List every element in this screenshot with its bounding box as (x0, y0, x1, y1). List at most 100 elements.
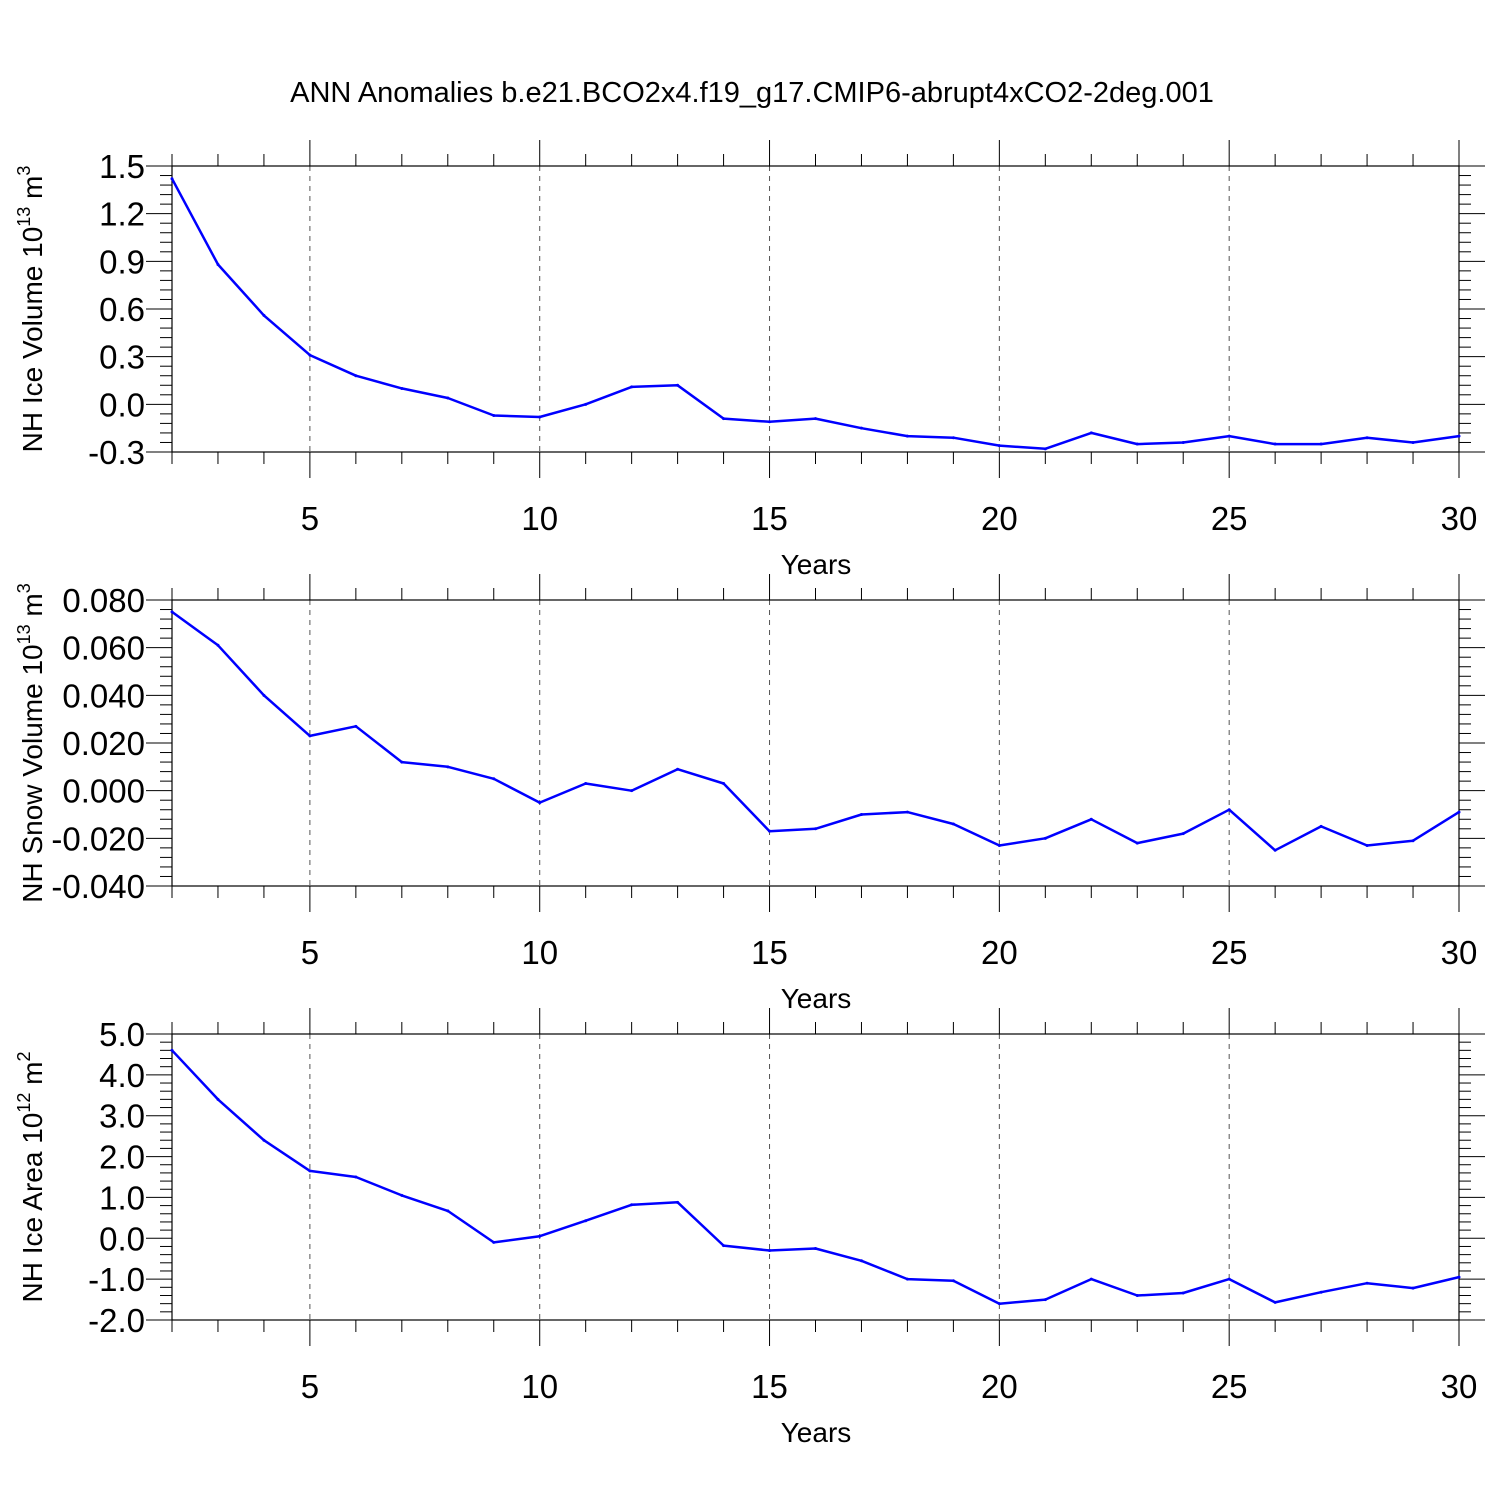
data-point (1411, 440, 1415, 444)
data-point (492, 777, 496, 781)
data-point (997, 1302, 1001, 1306)
y-axis-label-main: NH Ice Area 10 (17, 1113, 48, 1303)
y-axis-label-unit-exponent: 3 (14, 583, 34, 593)
y-tick-label: -0.3 (88, 434, 145, 471)
y-tick-label: -0.040 (51, 868, 145, 905)
data-point (354, 724, 358, 728)
data-point (1135, 841, 1139, 845)
data-point (170, 610, 174, 614)
y-tick-label: 0.000 (62, 773, 145, 810)
data-point (997, 843, 1001, 847)
data-point (1135, 1293, 1139, 1297)
y-tick-label: 0.9 (99, 243, 145, 280)
data-point (492, 413, 496, 417)
data-point (1227, 434, 1231, 438)
data-point (1043, 447, 1047, 451)
data-point (446, 1209, 450, 1213)
data-point (1181, 440, 1185, 444)
data-point (1043, 836, 1047, 840)
data-point (1273, 442, 1277, 446)
y-axis-label-unit-exponent: 3 (14, 166, 34, 176)
panel-3: -2.0 -1.0 0.0 1.02.0 3.0 4.0 5.0 5 10 15 20 25 30 Yea… (14, 1008, 1485, 1448)
y-tick-label: -2.0 (88, 1302, 145, 1339)
y-tick-label: 0.0 (99, 386, 145, 423)
x-tick-label: 10 (521, 1368, 558, 1405)
data-point (1411, 1286, 1415, 1290)
data-point (538, 415, 542, 419)
y-axis-label-exponent: 12 (14, 1093, 34, 1113)
data-point (1319, 824, 1323, 828)
data-point (1273, 1300, 1277, 1304)
x-tick-label: 5 (301, 934, 319, 971)
x-tick-label: 15 (751, 1368, 788, 1405)
data-point (170, 177, 174, 181)
data-point (1089, 817, 1093, 821)
x-tick-label: 5 (301, 500, 319, 537)
y-tick-label: 1.2 (99, 196, 145, 233)
data-point (1227, 808, 1231, 812)
y-tick-label: 1.5 (99, 148, 145, 185)
data-point (1043, 1298, 1047, 1302)
data-point (446, 396, 450, 400)
y-tick-label: 0.040 (62, 677, 145, 714)
y-tick-label: 5.0 (99, 1016, 145, 1053)
data-point (1365, 1281, 1369, 1285)
y-tick-label: 0.020 (62, 725, 145, 762)
x-tick-label: 25 (1211, 1368, 1248, 1405)
y-axis-label-main: NH Ice Volume 10 (17, 227, 48, 453)
y-axis-label-unit-exponent: 2 (14, 1051, 34, 1061)
data-point (446, 765, 450, 769)
figure-title: ANN Anomalies b.e21.BCO2x4.f19_g17.CMIP6… (290, 77, 1214, 109)
x-axis-label: Years (781, 1417, 852, 1448)
series-line (170, 178, 1460, 451)
y-tick-label: 0.6 (99, 291, 145, 328)
y-axis-label: NH Ice Area 1012 m2 (14, 1051, 48, 1302)
x-tick-label: 15 (751, 500, 788, 537)
y-tick-label: 1.0 (99, 1179, 145, 1216)
data-point (814, 417, 817, 421)
data-point (216, 643, 220, 647)
data-point (354, 1175, 358, 1179)
data-point (262, 313, 266, 317)
y-axis-label: NH Snow Volume 1013 m3 (14, 583, 48, 903)
y-axis-label-main: NH Snow Volume 10 (17, 644, 48, 902)
y-axis-label-unit: m (17, 176, 48, 207)
data-point (768, 829, 772, 833)
data-point (630, 1203, 634, 1207)
data-point (308, 734, 312, 738)
data-point (400, 1193, 404, 1197)
y-tick-label: -0.020 (51, 820, 145, 857)
data-point (1181, 1291, 1185, 1295)
data-point (905, 434, 909, 438)
data-point (1089, 431, 1093, 435)
data-point (216, 263, 220, 267)
data-point (584, 402, 588, 406)
y-axis-label-unit: m (17, 593, 48, 624)
data-point (1089, 1277, 1093, 1281)
y-axis-label: NH Ice Volume 1013 m3 (14, 166, 48, 453)
data-point (951, 436, 955, 440)
x-tick-label: 30 (1441, 934, 1478, 971)
y-tick-label: 0.080 (62, 582, 145, 619)
data-point (722, 1244, 726, 1248)
x-axis-label: Years (781, 983, 852, 1014)
x-tick-label: 20 (981, 1368, 1018, 1405)
x-tick-label: 20 (981, 500, 1018, 537)
data-point (676, 767, 680, 771)
data-point (768, 1249, 772, 1253)
data-point (538, 801, 542, 805)
x-tick-label: 30 (1441, 500, 1478, 537)
plot-frame (171, 165, 1460, 453)
data-point (676, 1200, 680, 1204)
data-point (492, 1240, 496, 1244)
x-axis-label: Years (781, 549, 852, 580)
data-point (722, 417, 726, 421)
data-point (216, 1097, 220, 1101)
y-tick-label: -1.0 (88, 1261, 145, 1298)
panel-1: -0.3 0.0 0.3 0.6 0.9 1.2 1.5 5 10 15 20 25 30 Years NH… (14, 140, 1485, 580)
data-point (951, 822, 955, 826)
y-tick-label: 0.0 (99, 1220, 145, 1257)
data-point (1365, 843, 1369, 847)
data-point (1273, 848, 1277, 852)
